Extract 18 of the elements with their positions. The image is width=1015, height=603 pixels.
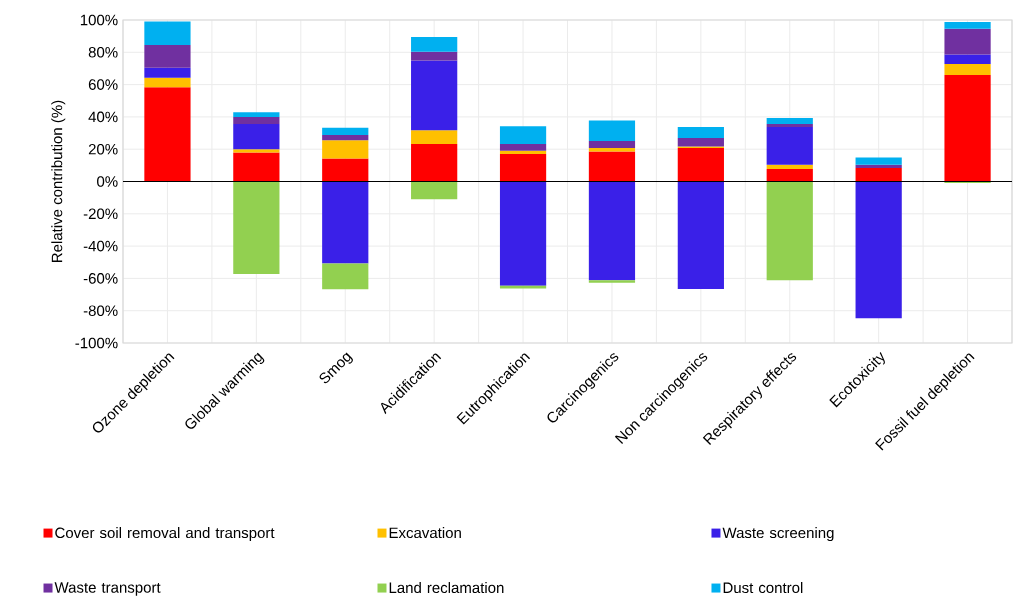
y-tick-label: 60%	[88, 79, 118, 90]
legend-label: Waste screening	[722, 527, 834, 542]
y-tick-label: -60%	[83, 273, 118, 284]
y-tick-label: 80%	[88, 47, 118, 58]
y-tick-label: -40%	[83, 240, 118, 252]
legend-label: Land reclamation	[389, 582, 504, 594]
y-tick-label: 100%	[80, 14, 118, 26]
y-tick-label: 40%	[88, 111, 118, 123]
legend-label: Excavation	[389, 527, 461, 539]
y-tick-label: -100%	[75, 337, 118, 349]
y-tick-label: -20%	[83, 208, 118, 220]
y-tick-label: 0%	[97, 176, 118, 187]
legend-label: Cover soil removal and transport	[55, 527, 275, 542]
y-tick-label: 20%	[88, 143, 118, 155]
y-tick-label: -80%	[83, 305, 118, 317]
legend-label: Waste transport	[54, 582, 161, 596]
y-axis-title: Relative contribution (%)	[51, 100, 66, 262]
legend-label: Dust control	[723, 582, 803, 594]
